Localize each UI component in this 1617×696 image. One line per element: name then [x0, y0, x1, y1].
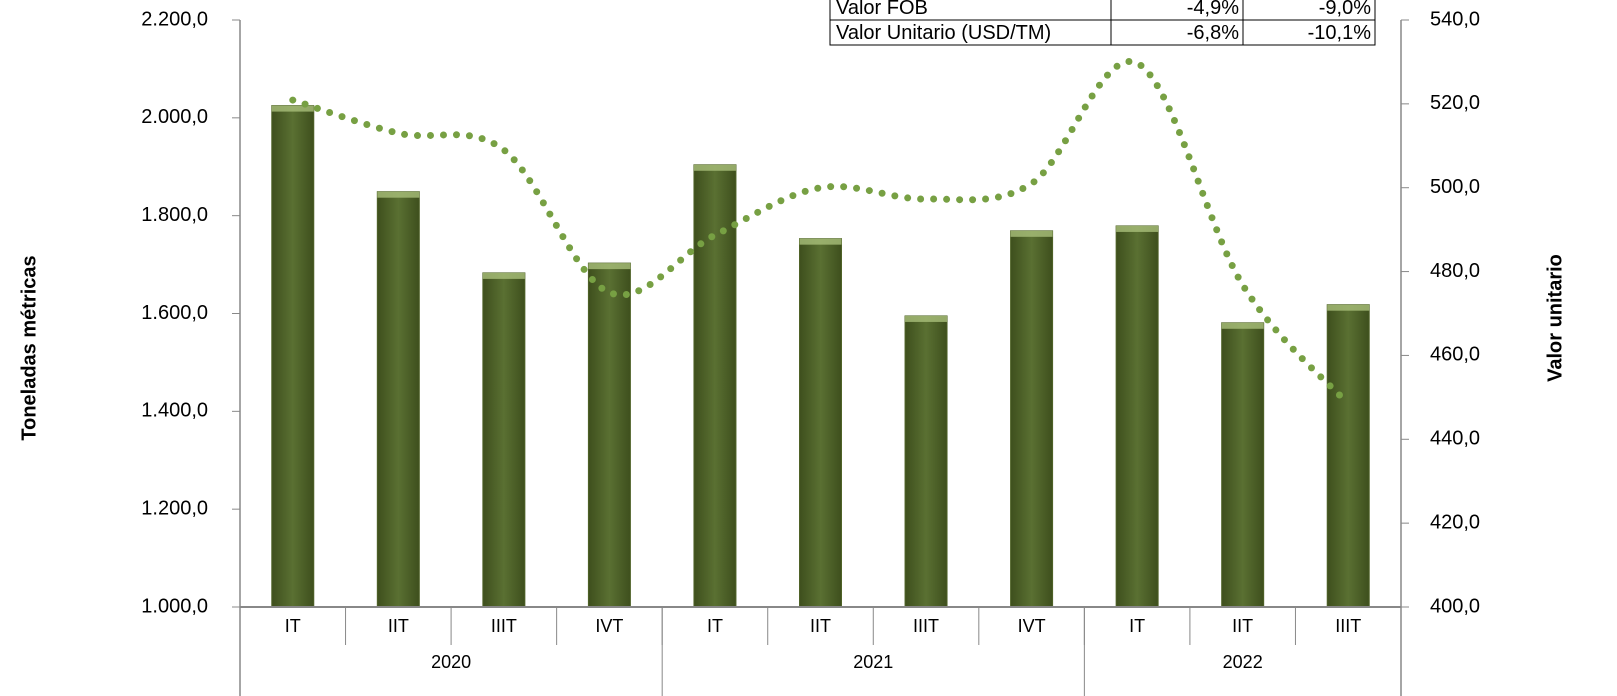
group-label: 2022	[1223, 652, 1263, 672]
x-tick-label: IIIT	[1335, 616, 1361, 636]
bar	[1115, 225, 1159, 608]
bar	[1221, 322, 1265, 608]
bar	[799, 238, 842, 608]
x-tick-label: IIIT	[491, 616, 517, 636]
y2-tick-label: 420,0	[1430, 511, 1480, 533]
bar	[693, 164, 737, 608]
table-cell	[829, 19, 1112, 46]
table-text: -4,9%	[1187, 0, 1239, 19]
table-text: -6,8%	[1187, 22, 1239, 44]
x-tick-label: IIIT	[913, 616, 939, 636]
y-tick-label: 2.000,0	[141, 106, 208, 128]
x-tick-label: IT	[285, 616, 301, 636]
group-label: 2020	[431, 652, 471, 672]
bar-cap	[1221, 322, 1264, 329]
bar	[1326, 304, 1370, 608]
y2-tick-label: 480,0	[1430, 260, 1480, 282]
y-axis-label: Toneladas métricas	[18, 255, 40, 440]
x-tick-label: IT	[707, 616, 723, 636]
bar-cap	[377, 191, 420, 198]
x-tick-label: IT	[1129, 616, 1145, 636]
bar-cap	[271, 105, 314, 112]
bar-cap	[799, 238, 842, 245]
bar-cap	[1116, 225, 1159, 232]
y2-axis-label: Valor unitario	[1544, 254, 1566, 382]
y-tick-label: 1.200,0	[141, 497, 208, 519]
y2-tick-label: 540,0	[1430, 8, 1480, 30]
table-text: -10,1%	[1308, 22, 1372, 44]
bar-cap	[693, 164, 736, 171]
y-tick-label: 1.800,0	[141, 204, 208, 226]
group-label: 2021	[853, 652, 893, 672]
bar-cap	[905, 315, 948, 322]
y2-tick-label: 460,0	[1430, 344, 1480, 366]
y-tick-label: 1.600,0	[141, 302, 208, 324]
y2-tick-label: 440,0	[1430, 428, 1480, 450]
y2-tick-label: 520,0	[1430, 92, 1480, 114]
bar-cap	[588, 263, 631, 270]
y-tick-label: 2.200,0	[141, 8, 208, 30]
bar	[904, 315, 948, 608]
bar-cap	[482, 272, 525, 279]
y2-tick-label: 500,0	[1430, 176, 1480, 198]
bar	[376, 191, 420, 608]
x-tick-label: IIT	[1232, 616, 1253, 636]
y2-tick-label: 400,0	[1430, 595, 1480, 617]
table-text: Valor FOB	[836, 0, 928, 19]
table-text: -9,0%	[1319, 0, 1371, 19]
bar	[587, 262, 631, 608]
x-tick-label: IIT	[388, 616, 409, 636]
x-tick-label: IVT	[595, 616, 623, 636]
bar-cap	[1327, 304, 1370, 311]
bar	[1010, 230, 1054, 608]
bar	[482, 272, 526, 608]
table-cell	[1242, 19, 1376, 46]
bar-cap	[1010, 230, 1053, 237]
x-tick-label: IVT	[1018, 616, 1046, 636]
x-tick-label: IIT	[810, 616, 831, 636]
y-tick-label: 1.400,0	[141, 400, 208, 422]
table-text: Valor Unitario (USD/TM)	[836, 22, 1051, 44]
y-tick-label: 1.000,0	[141, 595, 208, 617]
bar	[271, 105, 315, 608]
